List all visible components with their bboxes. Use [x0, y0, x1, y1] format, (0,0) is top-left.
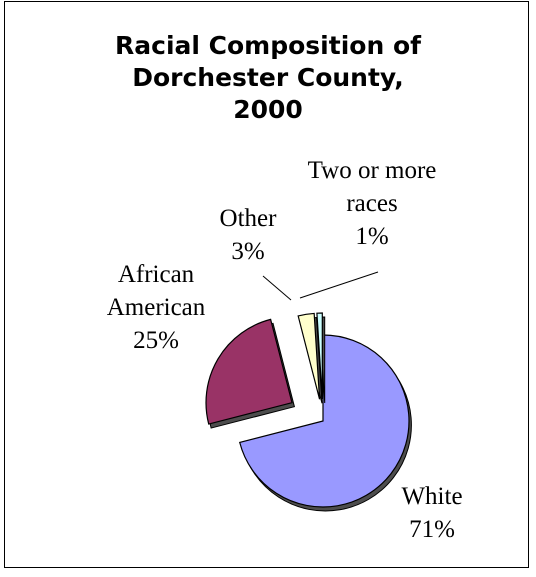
leader-line-two-or-more-races [299, 271, 379, 299]
slice-label-other: Other 3% [220, 205, 278, 265]
pie-slice-african-american [205, 318, 293, 425]
slice-label-two-or-more-races: Two or more races 1% [308, 157, 437, 250]
pie-slice-two-or-more-races [316, 312, 323, 400]
pie-slice-white [238, 334, 410, 508]
pie-slice-other [297, 312, 321, 400]
chart-title: Racial Composition of Dorchester County,… [115, 31, 421, 124]
slice-label-white: White 71% [401, 483, 462, 543]
leader-line-other [262, 275, 292, 301]
slice-label-african-american: African American 25% [107, 261, 206, 354]
